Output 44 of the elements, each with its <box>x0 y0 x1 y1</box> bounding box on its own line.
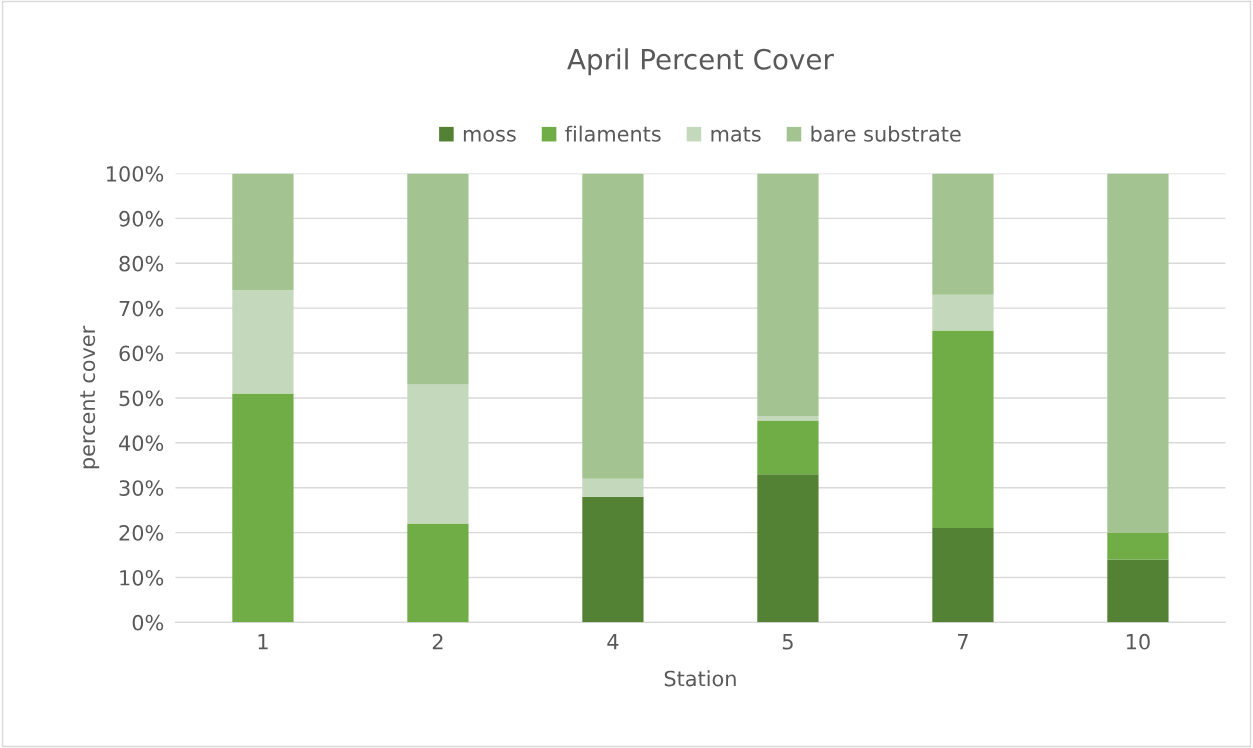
bar <box>932 294 994 331</box>
x-tick-label: 7 <box>958 634 968 650</box>
y-tick-label: 60% <box>119 345 164 362</box>
legend-label: filaments <box>565 125 661 142</box>
bar <box>582 478 644 497</box>
bar <box>932 528 994 623</box>
y-tick-label: 30% <box>119 480 164 496</box>
bar <box>407 523 469 623</box>
legend-label: bare substrate <box>811 125 961 142</box>
bar <box>407 384 469 524</box>
y-tick-label: 80% <box>119 255 164 272</box>
bar <box>1107 559 1169 623</box>
bar <box>1107 173 1169 533</box>
bar <box>582 173 644 479</box>
x-tick-label: 4 <box>607 634 619 650</box>
bar <box>932 330 994 529</box>
x-tick-label: 2 <box>432 633 443 650</box>
y-tick-label: 50% <box>119 390 164 407</box>
y-axis-title: percent cover <box>80 325 100 469</box>
y-tick-label: 70% <box>119 300 164 317</box>
bar <box>232 290 294 394</box>
x-tick-label: 5 <box>782 634 793 650</box>
bar <box>582 496 644 623</box>
bar <box>232 173 294 291</box>
y-tick-label: 10% <box>120 569 164 586</box>
x-axis-title: Station <box>664 670 736 687</box>
chart-title: April Percent Cover <box>567 48 834 76</box>
x-tick-label: 1 <box>258 634 268 650</box>
bar <box>757 420 819 475</box>
legend-label: moss <box>463 129 516 142</box>
bar <box>932 173 994 295</box>
y-tick-label: 90% <box>119 210 164 227</box>
bar <box>757 415 819 421</box>
x-tick-label: 10 <box>1126 633 1150 650</box>
bar <box>1107 532 1169 560</box>
bar <box>232 393 294 623</box>
bar <box>407 173 469 385</box>
y-tick-label: 100% <box>107 165 164 182</box>
bar <box>757 474 819 623</box>
y-tick-label: 20% <box>119 525 164 541</box>
y-tick-label: 0% <box>132 614 164 631</box>
legend-label: mats <box>711 126 761 142</box>
bar <box>757 173 819 416</box>
y-tick-label: 40% <box>119 435 164 452</box>
